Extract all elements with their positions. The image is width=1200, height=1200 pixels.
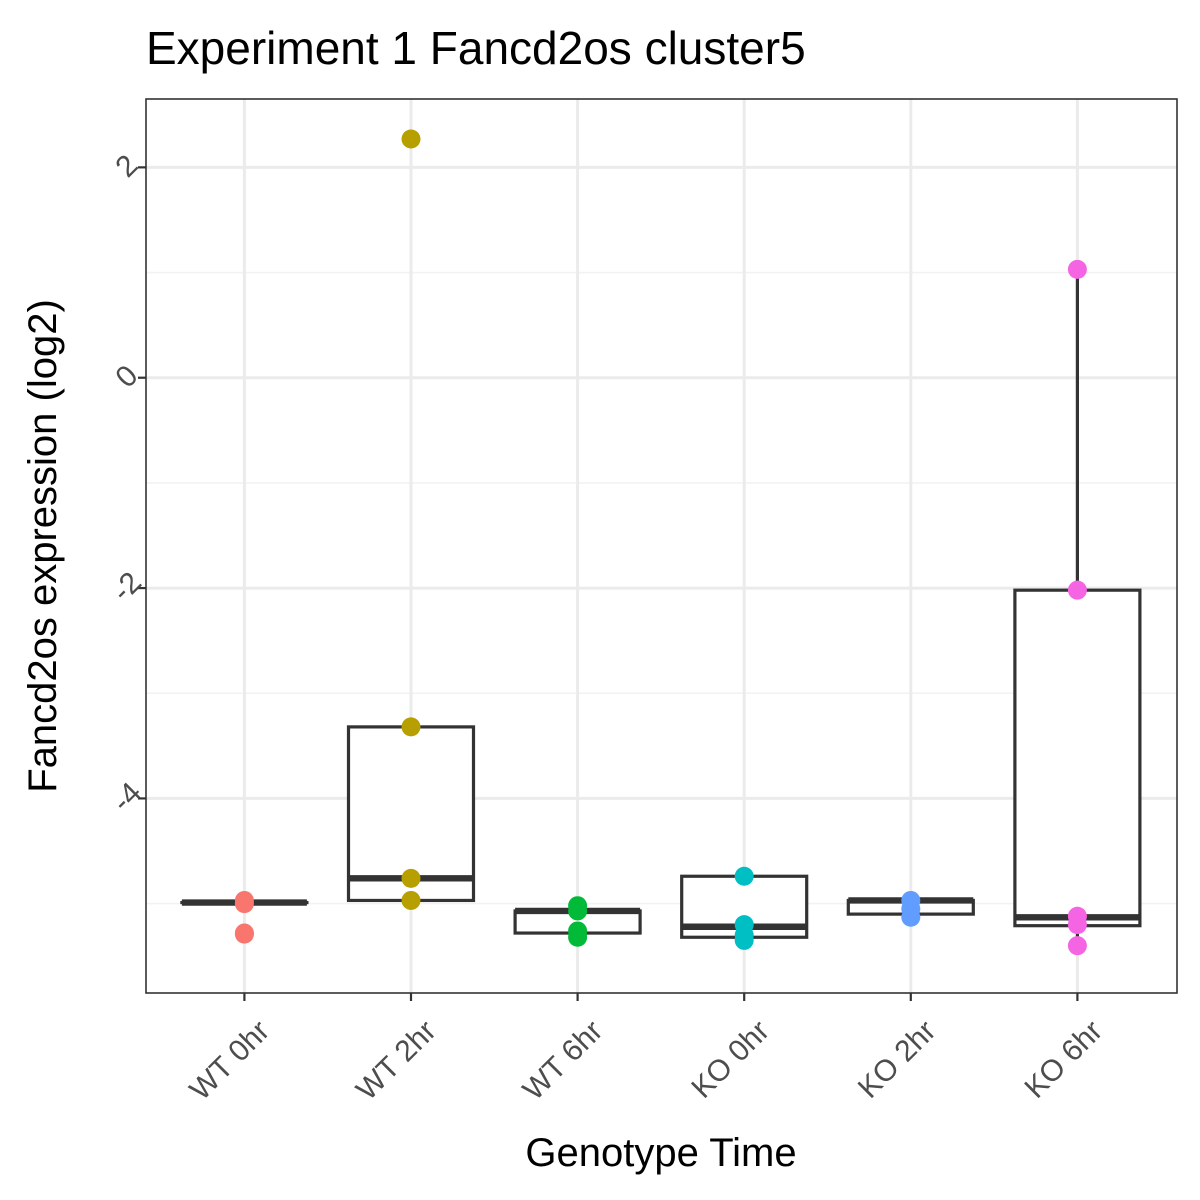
- y-tick-label: 0: [109, 359, 144, 394]
- data-point: [401, 890, 421, 910]
- data-point: [734, 930, 754, 950]
- x-axis-title: Genotype Time: [525, 1131, 796, 1175]
- data-point: [901, 907, 921, 927]
- data-point: [234, 924, 254, 944]
- data-point: [1067, 580, 1087, 600]
- x-tick-label: KO 2hr: [852, 1014, 943, 1105]
- data-point: [401, 868, 421, 888]
- data-point: [1067, 936, 1087, 956]
- data-point: [1067, 259, 1087, 279]
- x-tick-label: WT 0hr: [184, 1014, 276, 1106]
- data-point: [1067, 915, 1087, 935]
- y-axis-title: Fancd2os expression (log2): [21, 299, 65, 793]
- chart-title: Experiment 1 Fancd2os cluster5: [146, 22, 806, 74]
- x-tick-label: KO 0hr: [685, 1014, 776, 1105]
- points-layer: [234, 129, 1087, 956]
- data-point: [401, 717, 421, 737]
- data-point: [734, 866, 754, 886]
- x-tick-label: WT 6hr: [517, 1014, 609, 1106]
- data-point: [401, 129, 421, 149]
- x-tick-label: KO 6hr: [1019, 1014, 1110, 1105]
- y-tick-label: -4: [106, 776, 148, 818]
- plot-panel-border: [145, 98, 1178, 994]
- box-group-ko-6hr: [1013, 269, 1142, 946]
- box-body: [1013, 588, 1142, 928]
- x-tick-label: WT 2hr: [350, 1014, 442, 1106]
- y-tick-label: 2: [109, 149, 144, 184]
- axes-layer: -4 -2 0 2 WT 0hr WT 2hr WT 6hr KO 0hr KO 2hr KO 6…: [106, 149, 1109, 1107]
- y-tick-label: -2: [106, 566, 148, 608]
- boxes-layer: [180, 269, 1142, 946]
- data-point: [568, 901, 588, 921]
- data-point: [568, 927, 588, 947]
- data-point: [234, 894, 254, 914]
